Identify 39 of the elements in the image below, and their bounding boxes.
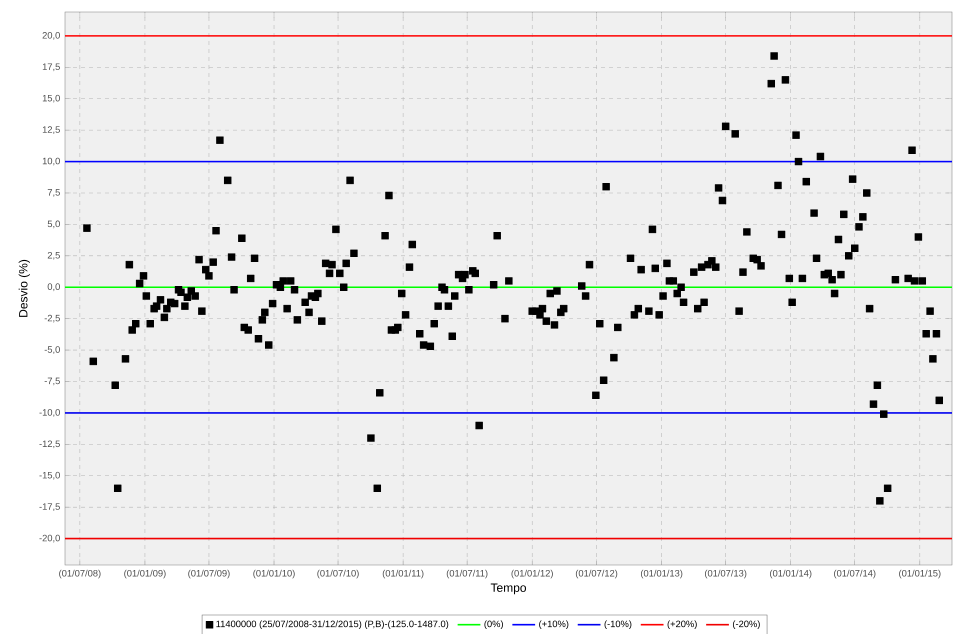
x-tick-label: (01/07/09)	[188, 570, 230, 578]
y-tick-label: 2,5	[48, 252, 60, 260]
x-tick-label: (01/07/11)	[446, 570, 488, 578]
legend-label: 11400000 (25/07/2008-31/12/2015) (P,B)-(125.0-1487.0)	[216, 620, 448, 630]
y-tick-label: 17,5	[42, 63, 60, 72]
y-tick-label: -5,0	[44, 346, 60, 354]
y-tick-label: 15,0	[42, 94, 60, 103]
y-tick-label: -20,0	[39, 534, 60, 542]
y-tick-label: 20,0	[42, 32, 60, 40]
y-tick-label: 7,5	[48, 189, 60, 197]
y-axis-title: Desvio (%)	[18, 260, 30, 317]
x-tick-label: (01/01/13)	[640, 570, 682, 578]
x-tick-label: (01/01/11)	[382, 570, 424, 578]
x-tick-label: (01/01/09)	[124, 570, 166, 578]
legend-label: (-10%)	[604, 620, 632, 630]
y-tick-label: 5,0	[48, 220, 60, 228]
x-tick-label: (01/01/10)	[253, 570, 295, 578]
legend-label: (-20%)	[732, 620, 760, 630]
y-tick-label: -7,5	[44, 378, 60, 386]
y-tick-label: -12,5	[39, 440, 60, 448]
x-tick-label: (01/07/12)	[576, 570, 618, 578]
x-tick-label: (01/07/08)	[59, 570, 101, 578]
y-tick-label: 10,0	[42, 158, 60, 166]
legend-label: (+10%)	[539, 620, 568, 630]
y-tick-label: -10,0	[39, 409, 60, 417]
x-tick-label: (01/01/12)	[512, 570, 553, 578]
x-tick-label: (01/07/14)	[834, 570, 876, 578]
x-tick-label: (01/01/14)	[770, 570, 812, 578]
legend-label: (+20%)	[668, 620, 697, 630]
y-tick-label: -15,0	[39, 472, 60, 480]
x-tick-label: (01/07/13)	[704, 570, 746, 578]
y-tick-label: -2,5	[44, 314, 60, 323]
y-tick-label: -17,5	[39, 503, 60, 511]
y-tick-label: 12,5	[42, 126, 60, 134]
legend-label: (0%)	[484, 620, 503, 630]
y-tick-label: 0,0	[48, 283, 60, 292]
x-axis-title: Tempo	[490, 584, 526, 594]
x-tick-label: (01/07/10)	[317, 570, 359, 578]
x-tick-label: (01/01/15)	[899, 570, 941, 578]
